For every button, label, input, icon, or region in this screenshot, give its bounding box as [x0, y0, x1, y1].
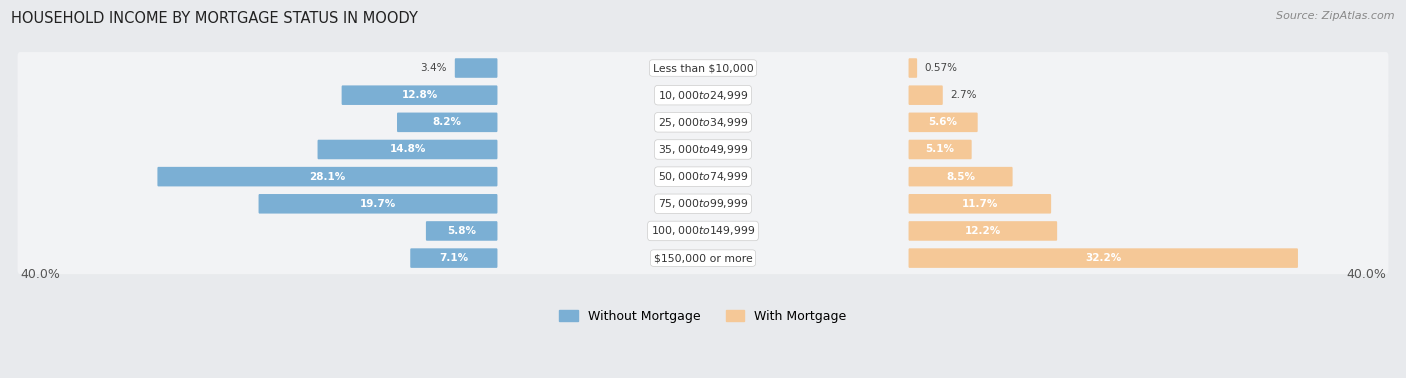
Text: 7.1%: 7.1%	[439, 253, 468, 263]
Text: 8.2%: 8.2%	[433, 117, 461, 127]
Text: 8.5%: 8.5%	[946, 172, 976, 182]
FancyBboxPatch shape	[908, 58, 917, 78]
Text: Source: ZipAtlas.com: Source: ZipAtlas.com	[1277, 11, 1395, 21]
Text: $10,000 to $24,999: $10,000 to $24,999	[658, 89, 748, 102]
Text: 32.2%: 32.2%	[1085, 253, 1122, 263]
FancyBboxPatch shape	[908, 194, 1052, 214]
Text: 12.2%: 12.2%	[965, 226, 1001, 236]
Text: 5.1%: 5.1%	[925, 144, 955, 155]
FancyBboxPatch shape	[18, 133, 1388, 166]
FancyBboxPatch shape	[259, 194, 498, 214]
Text: 40.0%: 40.0%	[1346, 268, 1386, 281]
Text: $50,000 to $74,999: $50,000 to $74,999	[658, 170, 748, 183]
Text: Less than $10,000: Less than $10,000	[652, 63, 754, 73]
Text: $35,000 to $49,999: $35,000 to $49,999	[658, 143, 748, 156]
FancyBboxPatch shape	[342, 85, 498, 105]
FancyBboxPatch shape	[908, 248, 1298, 268]
FancyBboxPatch shape	[908, 85, 943, 105]
FancyBboxPatch shape	[426, 221, 498, 241]
Text: $75,000 to $99,999: $75,000 to $99,999	[658, 197, 748, 210]
FancyBboxPatch shape	[908, 140, 972, 159]
FancyBboxPatch shape	[18, 52, 1388, 84]
FancyBboxPatch shape	[396, 113, 498, 132]
Legend: Without Mortgage, With Mortgage: Without Mortgage, With Mortgage	[554, 305, 852, 328]
FancyBboxPatch shape	[908, 167, 1012, 186]
Text: 14.8%: 14.8%	[389, 144, 426, 155]
Text: 40.0%: 40.0%	[20, 268, 60, 281]
Text: HOUSEHOLD INCOME BY MORTGAGE STATUS IN MOODY: HOUSEHOLD INCOME BY MORTGAGE STATUS IN M…	[11, 11, 418, 26]
Text: $100,000 to $149,999: $100,000 to $149,999	[651, 225, 755, 237]
FancyBboxPatch shape	[18, 161, 1388, 193]
FancyBboxPatch shape	[454, 58, 498, 78]
FancyBboxPatch shape	[411, 248, 498, 268]
FancyBboxPatch shape	[18, 106, 1388, 138]
FancyBboxPatch shape	[157, 167, 498, 186]
Text: 11.7%: 11.7%	[962, 199, 998, 209]
Text: 3.4%: 3.4%	[420, 63, 447, 73]
FancyBboxPatch shape	[18, 188, 1388, 220]
Text: 28.1%: 28.1%	[309, 172, 346, 182]
FancyBboxPatch shape	[318, 140, 498, 159]
FancyBboxPatch shape	[18, 242, 1388, 274]
Text: 2.7%: 2.7%	[950, 90, 977, 100]
FancyBboxPatch shape	[18, 79, 1388, 111]
FancyBboxPatch shape	[908, 221, 1057, 241]
Text: 5.6%: 5.6%	[928, 117, 957, 127]
Text: $150,000 or more: $150,000 or more	[654, 253, 752, 263]
FancyBboxPatch shape	[18, 215, 1388, 247]
FancyBboxPatch shape	[908, 113, 977, 132]
Text: 0.57%: 0.57%	[925, 63, 957, 73]
Text: 12.8%: 12.8%	[402, 90, 437, 100]
Text: 19.7%: 19.7%	[360, 199, 396, 209]
Text: 5.8%: 5.8%	[447, 226, 477, 236]
Text: $25,000 to $34,999: $25,000 to $34,999	[658, 116, 748, 129]
